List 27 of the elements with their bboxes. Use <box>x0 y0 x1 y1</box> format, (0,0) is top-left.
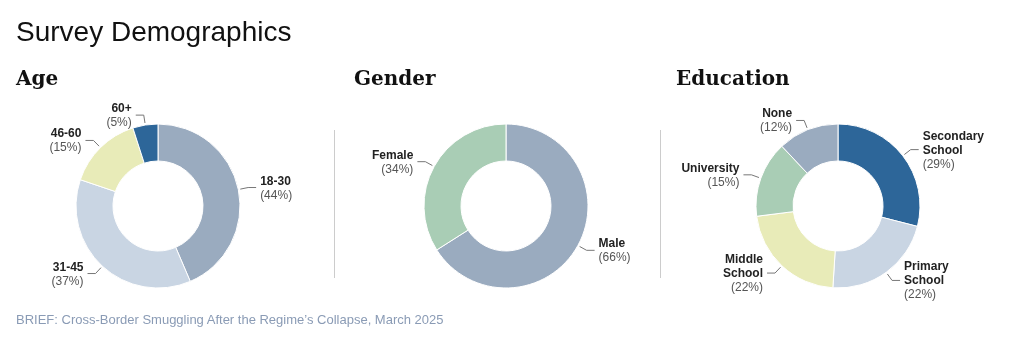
data-label: (37%) <box>51 273 84 288</box>
slice-label: 60+ <box>111 101 132 116</box>
data-label: (44%) <box>260 187 293 202</box>
slice-label: Female <box>372 147 414 162</box>
text: Survey Demographics <box>16 16 292 48</box>
data-label: (66%) <box>598 250 631 265</box>
text: BRIEF: Cross-Border Smuggling After the Regime’s Collapse, March 2025 <box>16 312 444 327</box>
data-label: (12%) <box>760 120 793 135</box>
slice-label: Primary School <box>904 259 950 288</box>
data-label: (22%) <box>904 287 937 302</box>
data-label: (29%) <box>922 156 955 171</box>
slice-label: 18-30 <box>260 173 292 188</box>
slice-label: 46-60 <box>50 126 82 141</box>
data-label: (15%) <box>49 140 82 155</box>
slice-label: University <box>681 160 740 175</box>
slice-label: 31-45 <box>52 259 84 274</box>
data-label: (15%) <box>707 174 740 189</box>
slice-label: Male <box>598 236 626 251</box>
slice-label: Middle School <box>723 252 764 281</box>
data-label: (34%) <box>381 161 414 176</box>
chart-title: Age <box>16 66 59 90</box>
data-label: (22%) <box>731 280 764 295</box>
chart-title: Gender <box>354 66 436 90</box>
slice-label: Secondary School <box>922 128 985 157</box>
slice-label: None <box>762 106 793 121</box>
data-label: (5%) <box>106 115 132 130</box>
chart-title: Education <box>676 66 790 90</box>
